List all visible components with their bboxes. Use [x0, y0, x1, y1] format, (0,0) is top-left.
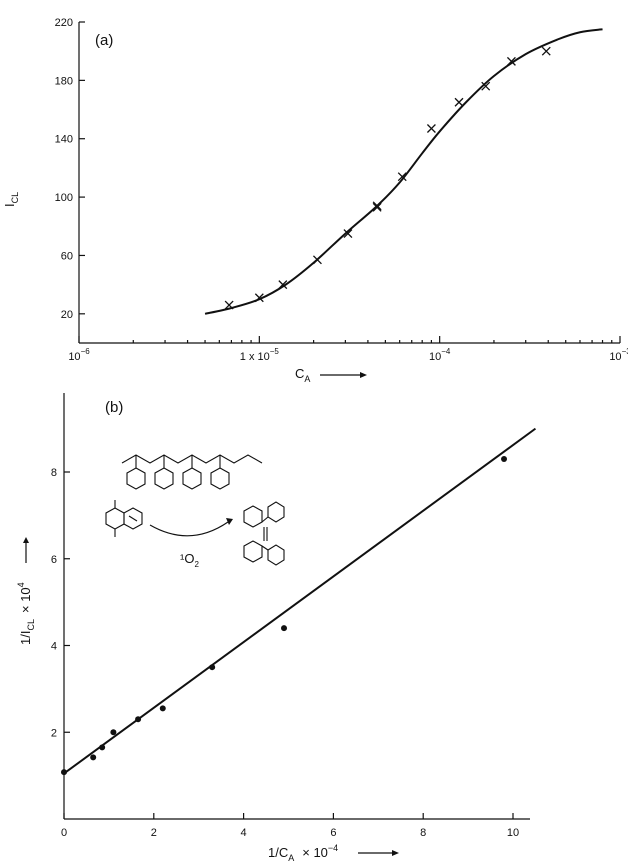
- singlet-oxygen-label: ¹O2: [180, 551, 199, 569]
- panel-a-data-point: [541, 46, 551, 56]
- panel-a-data-point: [426, 124, 436, 133]
- panel-a-data-point: [372, 202, 382, 212]
- panel-a-data-point: [254, 293, 264, 303]
- panel-b-y-axis-label: 1/ICL× 104: [16, 537, 36, 645]
- panel-a-x-tick-label: 10−4: [429, 347, 451, 363]
- bifluorenylidene-structure: [243, 501, 285, 566]
- panel-a-y-tick-label: 140: [55, 134, 73, 146]
- panel-b-data-point: [159, 705, 166, 712]
- panel-a-y-tick-label: 100: [55, 192, 73, 204]
- panel-a-data-point: [481, 81, 491, 91]
- panel-b-chart: (b) 2 4 6 8 0 2 4 6 8 10 1/ICL× 104 1/CA × 10−4: [16, 393, 537, 863]
- panel-a-data-point: [224, 300, 234, 310]
- svg-text:1/CA× 10−4: 1/CA × 10−4: [268, 843, 338, 863]
- panel-b-data-point: [501, 455, 508, 462]
- panel-b-fit-line: [63, 427, 537, 775]
- panel-b-data-point: [135, 716, 142, 723]
- panel-a-chart: (a) 20 60 100 140 180 220 10−6 1 x 10−5 10−4 10−…: [2, 17, 628, 384]
- panel-b-data-point: [99, 744, 106, 751]
- panel-b-data-point: [61, 769, 67, 776]
- panel-a-data-point: [343, 229, 353, 239]
- endoperoxide-structure: [105, 500, 143, 537]
- panel-a-x-tick-label: 10−3: [609, 347, 628, 363]
- panel-a-data-point: [454, 97, 464, 107]
- panel-a-data-point: [372, 201, 382, 211]
- panel-b-x-tick-label: 2: [151, 827, 157, 839]
- panel-a-x-axis-label: CA: [295, 366, 310, 384]
- panel-a-x-arrow: [320, 372, 367, 378]
- panel-b-x-axis-label: 1/CA × 10−4: [268, 843, 399, 863]
- panel-b-y-tick-label: 8: [51, 467, 57, 479]
- panel-a-data-point: [312, 255, 322, 265]
- panel-b-data-point: [110, 729, 117, 736]
- panel-b-y-tick-label: 4: [51, 641, 57, 653]
- panel-a-data-point: [506, 56, 516, 66]
- panel-a-data-point: [397, 172, 407, 182]
- panel-a-y-tick-label: 60: [61, 250, 73, 262]
- panel-a-y-tick-label: 180: [55, 75, 73, 87]
- panel-b-x-tick-label: 6: [330, 827, 336, 839]
- polymer-structure: [121, 454, 263, 490]
- panel-a-fit-curve: [204, 28, 603, 315]
- reaction-arrow: [149, 518, 233, 537]
- panel-b-data-point: [281, 625, 288, 632]
- panel-a-x-tick-label: 1 x 10−5: [240, 347, 280, 363]
- panel-b-x-tick-label: 0: [61, 827, 67, 839]
- panel-b-x-tick-label: 4: [241, 827, 247, 839]
- panel-a-y-tick-label: 20: [61, 309, 73, 321]
- panel-b-data-point: [90, 754, 97, 761]
- panel-b-x-tick-label: 10: [507, 827, 519, 839]
- panel-a-y-axis-label: ICL: [2, 192, 20, 207]
- panel-b-label: (b): [105, 399, 123, 416]
- panel-b-x-tick-label: 8: [420, 827, 426, 839]
- panel-a-x-tick-label: 10−6: [68, 347, 90, 363]
- panel-a-label: (a): [95, 32, 113, 49]
- svg-text:1/ICL× 104: 1/ICL× 104: [16, 582, 36, 645]
- panel-b-y-tick-label: 2: [51, 727, 57, 739]
- panel-a-data-point: [278, 280, 288, 290]
- panel-b-y-tick-label: 6: [51, 554, 57, 566]
- panel-a-y-tick-label: 220: [55, 17, 73, 29]
- panel-b-data-point: [209, 664, 216, 671]
